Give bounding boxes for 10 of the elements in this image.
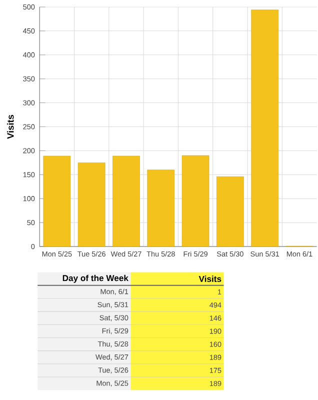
bar [112,156,140,247]
bar [78,162,106,247]
bar [43,156,71,247]
text: Day of the Week [62,274,129,283]
bar [147,170,175,247]
bar [216,176,244,247]
text: Visits [198,276,222,282]
y-axis-title: Visits [7,114,14,139]
bar [182,155,210,247]
bar [251,10,279,247]
